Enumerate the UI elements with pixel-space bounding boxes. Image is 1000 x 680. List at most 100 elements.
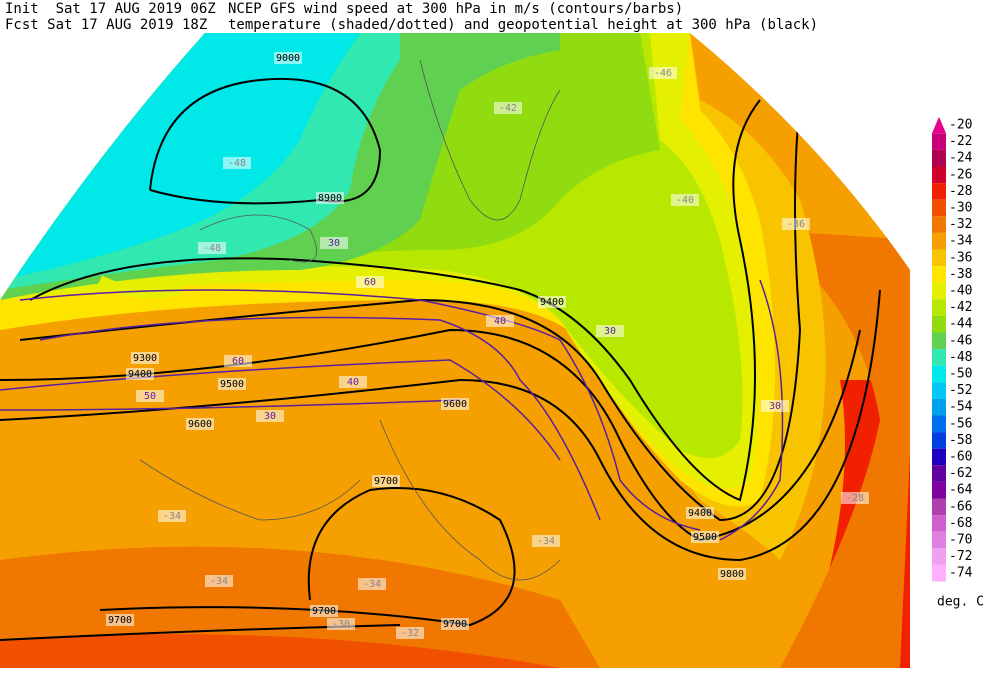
colorbar-cell bbox=[932, 232, 946, 250]
label-box bbox=[494, 102, 522, 114]
colorbar-label: -20 bbox=[949, 118, 972, 133]
label-box bbox=[218, 378, 246, 390]
colorbar-cell bbox=[932, 465, 946, 482]
contour-label: -32 bbox=[401, 628, 419, 639]
contour-label: 9400 bbox=[540, 297, 564, 308]
colorbar-label: -52 bbox=[949, 383, 972, 398]
contour-label: 9800 bbox=[720, 569, 744, 580]
colorbar-label: -70 bbox=[949, 533, 972, 548]
colorbar-label: -72 bbox=[949, 549, 972, 564]
contour-label: 9600 bbox=[188, 419, 212, 430]
label-box bbox=[223, 157, 251, 169]
label-box bbox=[320, 237, 348, 249]
label-box bbox=[718, 568, 746, 580]
label-box bbox=[596, 325, 624, 337]
colorbar-label: -36 bbox=[949, 250, 972, 265]
label-box bbox=[441, 398, 469, 410]
contour-label: -34 bbox=[163, 511, 181, 522]
colorbar-cell bbox=[932, 266, 946, 283]
colorbar-label: -74 bbox=[949, 566, 973, 581]
forecast-time: Fcst Sat 17 AUG 2019 18Z bbox=[5, 17, 207, 33]
colorbar-arrow bbox=[932, 116, 946, 134]
colorbar-label: -40 bbox=[949, 284, 972, 299]
colorbar-cell bbox=[932, 332, 946, 350]
contour-label: 9600 bbox=[443, 399, 467, 410]
colorbar-cell bbox=[932, 199, 946, 217]
contour-label: -34 bbox=[537, 536, 555, 547]
label-box bbox=[126, 368, 154, 380]
colorbar-cell bbox=[932, 548, 946, 565]
label-box bbox=[274, 52, 302, 64]
contour-label: 9000 bbox=[276, 53, 300, 64]
colorbar-label: -28 bbox=[949, 184, 972, 199]
label-box bbox=[316, 192, 344, 204]
colorbar-label: -34 bbox=[949, 234, 973, 249]
contour-label: -36 bbox=[787, 219, 805, 230]
colorbar-cell bbox=[932, 515, 946, 532]
colorbar-label: -30 bbox=[949, 201, 972, 216]
contour-label: 9700 bbox=[108, 615, 132, 626]
colorbar-cell bbox=[932, 183, 946, 200]
contour-label: 30 bbox=[264, 411, 276, 422]
colorbar-cell bbox=[932, 299, 946, 316]
label-box bbox=[310, 605, 338, 617]
colorbar-label: -26 bbox=[949, 167, 972, 182]
colorbar: -20-22-24-26-28-30-32-34-36-38-40-42-44-… bbox=[932, 116, 973, 582]
colorbar-cell bbox=[932, 564, 946, 582]
colorbar-cell bbox=[932, 415, 946, 433]
colorbar-cell bbox=[932, 365, 946, 383]
label-box bbox=[356, 276, 384, 288]
contour-label: -46 bbox=[654, 68, 672, 79]
map-field bbox=[0, 33, 910, 668]
contour-label: 30 bbox=[328, 238, 340, 249]
title-line: NCEP GFS wind speed at 300 hPa in m/s (c… bbox=[228, 1, 683, 17]
colorbar-cell bbox=[932, 133, 946, 150]
title-line: temperature (shaded/dotted) and geopoten… bbox=[228, 17, 818, 33]
colorbar-label: -68 bbox=[949, 516, 972, 531]
colorbar-label: -60 bbox=[949, 450, 972, 465]
label-box bbox=[782, 218, 810, 230]
label-box bbox=[396, 627, 424, 639]
colorbar-cell bbox=[932, 315, 946, 333]
colorbar-cell bbox=[932, 249, 946, 267]
label-box bbox=[224, 355, 252, 367]
colorbar-cell bbox=[932, 432, 946, 449]
colorbar-label: -66 bbox=[949, 499, 972, 514]
colorbar-cell bbox=[932, 531, 946, 549]
contour-label: -34 bbox=[210, 576, 228, 587]
contour-label: 60 bbox=[232, 356, 244, 367]
label-box bbox=[538, 296, 566, 308]
contour-label: 9500 bbox=[693, 532, 717, 543]
label-box bbox=[441, 618, 469, 630]
contour-label: -48 bbox=[228, 158, 246, 169]
label-box bbox=[205, 575, 233, 587]
colorbar-label: -46 bbox=[949, 333, 972, 348]
colorbar-cell bbox=[932, 481, 946, 499]
colorbar-label: -24 bbox=[949, 151, 973, 166]
label-box bbox=[671, 194, 699, 206]
contour-label: -30 bbox=[332, 619, 350, 630]
label-box bbox=[106, 614, 134, 626]
colorbar-label: -42 bbox=[949, 300, 972, 315]
contour-label: 30 bbox=[604, 326, 616, 337]
map-labels: 9000 8900 9300 9400 9500 9600 9400 9600 9700 9700… bbox=[106, 52, 869, 639]
label-box bbox=[372, 475, 400, 487]
colorbar-label: -50 bbox=[949, 367, 972, 382]
colorbar-label: -48 bbox=[949, 350, 972, 365]
colorbar-cell bbox=[932, 498, 946, 516]
contour-label: -42 bbox=[499, 103, 517, 114]
contour-label: 9700 bbox=[443, 619, 467, 630]
label-box bbox=[761, 400, 789, 412]
contour-label: 60 bbox=[364, 277, 376, 288]
contour-label: 9500 bbox=[220, 379, 244, 390]
colorbar-cell bbox=[932, 448, 946, 466]
label-box bbox=[841, 492, 869, 504]
label-box bbox=[256, 410, 284, 422]
contour-label: -48 bbox=[203, 243, 221, 254]
label-box bbox=[339, 376, 367, 388]
label-box bbox=[136, 390, 164, 402]
init-time: Init Sat 17 AUG 2019 06Z bbox=[5, 1, 216, 17]
contour-label: 40 bbox=[347, 377, 359, 388]
label-box bbox=[486, 315, 514, 327]
